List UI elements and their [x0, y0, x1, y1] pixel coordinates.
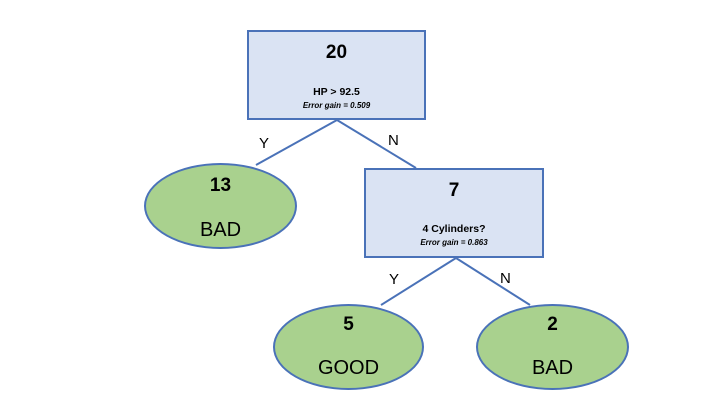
- leaf-split2-no: 2 BAD: [476, 304, 629, 390]
- edge-root-to-no: [337, 120, 416, 168]
- root-error-gain: Error gain = 0.509: [249, 101, 424, 110]
- edge-split2-to-no: [456, 258, 530, 305]
- edge-label-root-yes: Y: [259, 135, 269, 152]
- leaf-split2-yes: 5 GOOD: [273, 304, 424, 390]
- split2-error-gain: Error gain = 0.863: [366, 238, 542, 247]
- root-split-node: 20 HP > 92.5 Error gain = 0.509: [247, 30, 426, 120]
- edge-label-split2-yes: Y: [389, 271, 399, 288]
- root-condition: HP > 92.5: [249, 86, 424, 98]
- leaf-root-yes-class: BAD: [146, 219, 295, 242]
- split2-node: 7 4 Cylinders? Error gain = 0.863: [364, 168, 544, 258]
- leaf-split2-no-class: BAD: [478, 357, 627, 380]
- leaf-root-yes-count: 13: [146, 175, 295, 197]
- split2-condition: 4 Cylinders?: [366, 223, 542, 235]
- leaf-split2-no-count: 2: [478, 314, 627, 336]
- leaf-split2-yes-count: 5: [275, 314, 422, 336]
- leaf-split2-yes-class: GOOD: [275, 357, 422, 380]
- leaf-root-yes: 13 BAD: [144, 163, 297, 249]
- root-sample-count: 20: [249, 42, 424, 64]
- edge-label-split2-no: N: [500, 270, 511, 287]
- split2-sample-count: 7: [366, 180, 542, 202]
- edge-label-root-no: N: [388, 132, 399, 149]
